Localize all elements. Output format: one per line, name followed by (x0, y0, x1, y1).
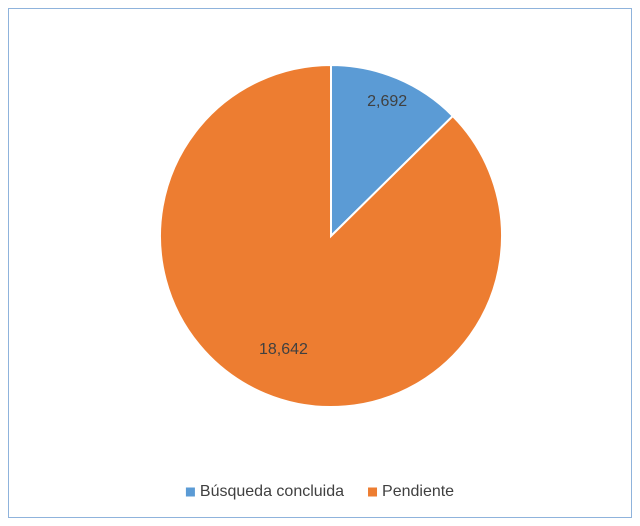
pie-slice (159, 63, 503, 408)
legend-label: Pendiente (382, 483, 454, 500)
legend-item: Búsqueda concluida (185, 483, 344, 500)
data-label: 18,642 (259, 341, 308, 358)
legend-label: Búsqueda concluida (200, 483, 344, 500)
legend-swatch (185, 487, 195, 497)
legend-swatch (368, 487, 378, 497)
data-label: 2,692 (367, 93, 407, 110)
pie-slice (330, 63, 455, 239)
legend-item: Pendiente (368, 483, 454, 500)
